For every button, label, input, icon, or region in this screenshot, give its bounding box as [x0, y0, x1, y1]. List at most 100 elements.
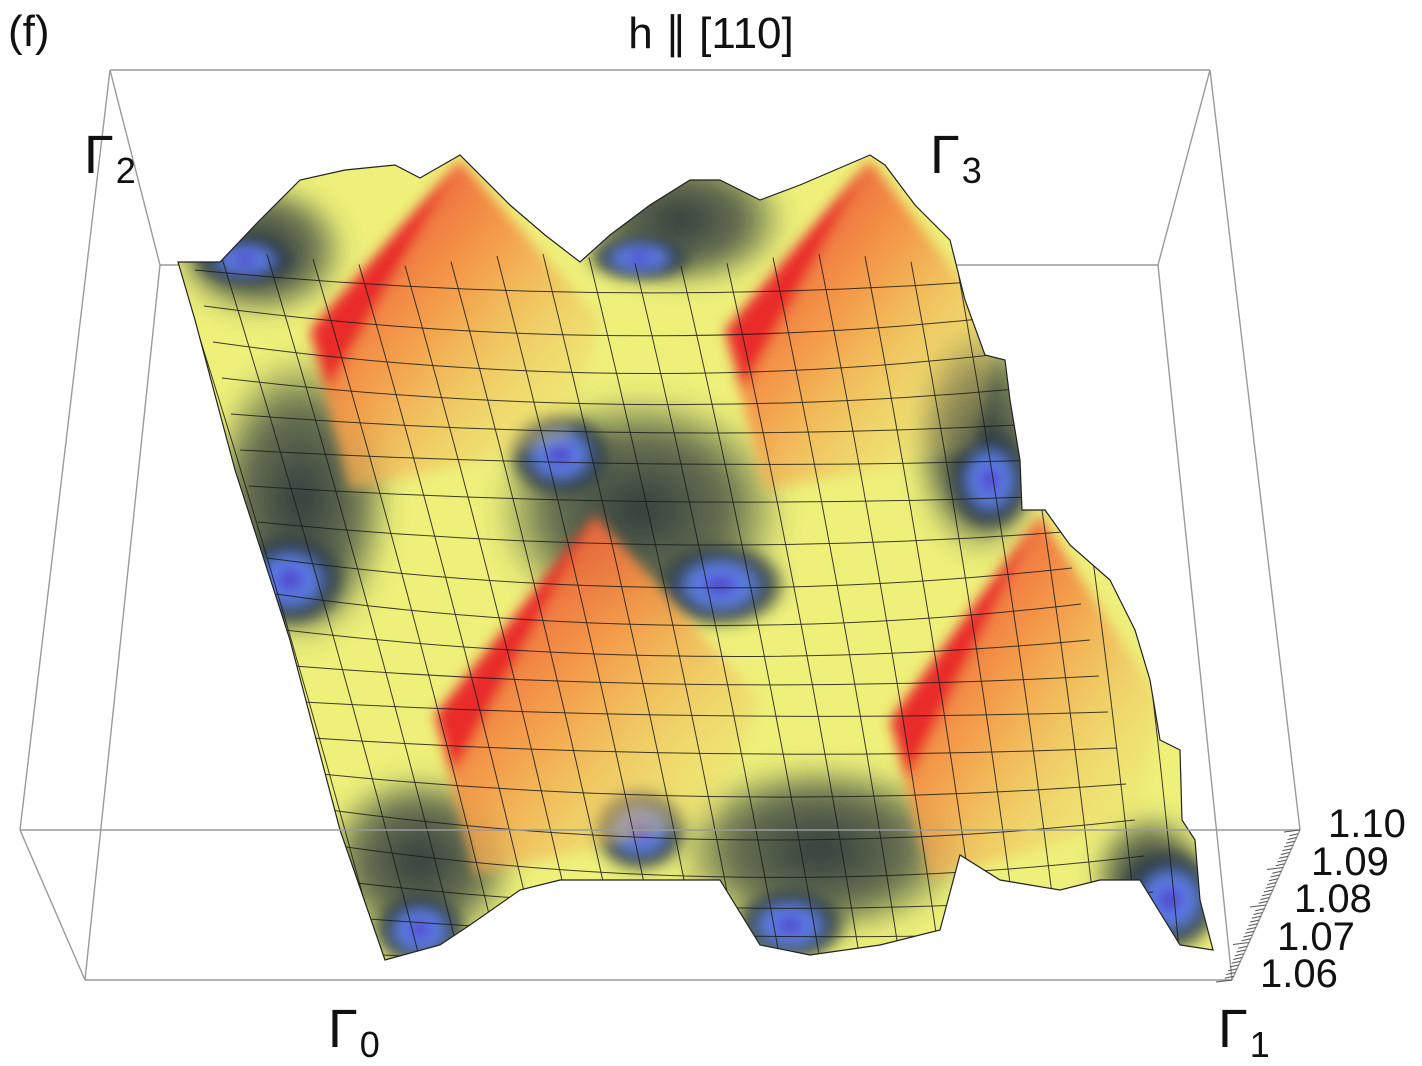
mesh-line-h-16	[338, 845, 1145, 878]
z-tick-23	[1261, 893, 1272, 897]
z-tick-40	[1283, 829, 1301, 833]
valley-3	[190, 232, 300, 288]
z-tick-33	[1278, 855, 1289, 859]
panel-label: (f)	[8, 7, 50, 56]
z-tick-label: 1.09	[1311, 839, 1389, 884]
ridge-edge-0	[310, 160, 460, 390]
z-tick-31	[1275, 863, 1285, 867]
z-tick-34	[1280, 852, 1290, 855]
mesh-line-h-1	[203, 305, 1010, 337]
mesh-line-v-5	[404, 265, 581, 960]
corner-label-gamma-3: Γ3	[930, 125, 982, 191]
mesh-line-v-1	[220, 254, 421, 960]
chart-title: h ∥ [110]	[628, 9, 794, 58]
z-tick-label: 1.08	[1294, 877, 1372, 921]
mesh-line-v-12	[726, 263, 861, 960]
ridge-peak-0	[310, 160, 600, 490]
z-tick-5	[1231, 960, 1241, 964]
mesh-line-h-4	[230, 413, 1037, 434]
mesh-line-h-0	[194, 269, 1001, 294]
valley-4	[585, 233, 695, 283]
z-tick-3	[1227, 968, 1238, 972]
mesh-line-v-14	[818, 253, 941, 960]
mesh-line-h-6	[248, 485, 1055, 503]
mesh-line-v-16	[910, 261, 1021, 960]
z-tick-2	[1226, 972, 1236, 975]
mesh-line-v-9	[588, 257, 741, 960]
z-tick-1	[1224, 975, 1234, 979]
mesh-line-h-11	[293, 665, 1100, 686]
mesh-line-v-6	[450, 261, 621, 960]
z-axis-ticks	[1215, 829, 1301, 983]
z-tick-36	[1284, 844, 1294, 848]
surface-outline	[177, 154, 1214, 961]
z-tick-11	[1241, 938, 1251, 942]
z-tick-16	[1250, 919, 1260, 923]
z-tick-14	[1246, 927, 1256, 930]
z-tick-12	[1243, 934, 1253, 938]
z-tick-28	[1270, 874, 1280, 878]
mesh-line-h-5	[239, 449, 1046, 465]
z-tick-22	[1260, 897, 1270, 900]
mesh-line-h-8	[266, 557, 1073, 589]
z-tick-10	[1232, 942, 1250, 945]
mesh-line-v-4	[358, 264, 541, 960]
z-tick-35	[1282, 848, 1292, 852]
z-tick-17	[1251, 915, 1262, 919]
z-tick-6	[1233, 957, 1243, 960]
mesh-line-v-0	[178, 259, 381, 960]
z-tick-19	[1255, 908, 1265, 912]
mesh-line-v-7	[496, 255, 661, 960]
ridge-edge-3	[890, 515, 1040, 780]
corner-label-gamma-2: Γ2	[84, 125, 136, 191]
valley-6	[370, 890, 470, 960]
mesh-line-v-11	[680, 265, 821, 960]
mesh-line-v-13	[772, 257, 901, 960]
valley-0	[230, 530, 350, 630]
z-tick-38	[1287, 837, 1297, 840]
ridge-peak-2	[435, 515, 760, 875]
corner-label-gamma-1: Γ1	[1218, 999, 1270, 1065]
mesh-line-h-7	[257, 521, 1064, 546]
z-tick-25	[1265, 885, 1275, 889]
mesh-line-v-3	[312, 259, 501, 960]
mesh-line-h-10	[284, 629, 1091, 657]
z-tick-9	[1238, 945, 1248, 949]
z-tick-4	[1229, 964, 1239, 968]
box-front-edges	[19, 829, 1301, 981]
mesh-line-v-2	[266, 254, 461, 960]
z-tick-32	[1277, 859, 1287, 863]
z-tick-20	[1249, 904, 1267, 908]
z-tick-label: 1.07	[1277, 914, 1355, 959]
ridge-peak-1	[725, 160, 1000, 490]
corner-label-gamma-0: Γ0	[328, 999, 380, 1065]
mesh-line-v-10	[634, 263, 781, 960]
shadow-zone-6	[670, 760, 970, 940]
mesh-line-v-8	[542, 253, 701, 960]
ridge-peak-3	[890, 515, 1160, 880]
z-tick-18	[1253, 912, 1263, 915]
z-tick-30	[1266, 867, 1284, 870]
z-tick-21	[1258, 900, 1268, 904]
mesh-line-h-9	[275, 593, 1082, 626]
ridge-edge-1	[725, 160, 870, 390]
mesh-line-h-19	[365, 953, 1172, 960]
mesh-line-h-12	[302, 701, 1109, 717]
z-tick-label: 1.06	[1260, 952, 1338, 996]
z-tick-26	[1267, 882, 1277, 885]
valley-5	[945, 425, 1035, 535]
z-tick-39	[1289, 833, 1299, 837]
mesh-line-h-2	[212, 341, 1019, 375]
z-tick-7	[1234, 953, 1245, 957]
z-tick-15	[1248, 923, 1258, 927]
z-tick-29	[1272, 870, 1282, 874]
mesh-line-h-14	[320, 773, 1127, 798]
energy-surface	[178, 155, 1213, 960]
z-tick-0	[1215, 979, 1233, 983]
mesh-line-h-3	[221, 377, 1028, 406]
z-tick-8	[1236, 949, 1246, 953]
mesh-line-h-13	[311, 737, 1118, 755]
z-tick-13	[1244, 930, 1255, 934]
mesh-line-h-15	[329, 809, 1136, 841]
